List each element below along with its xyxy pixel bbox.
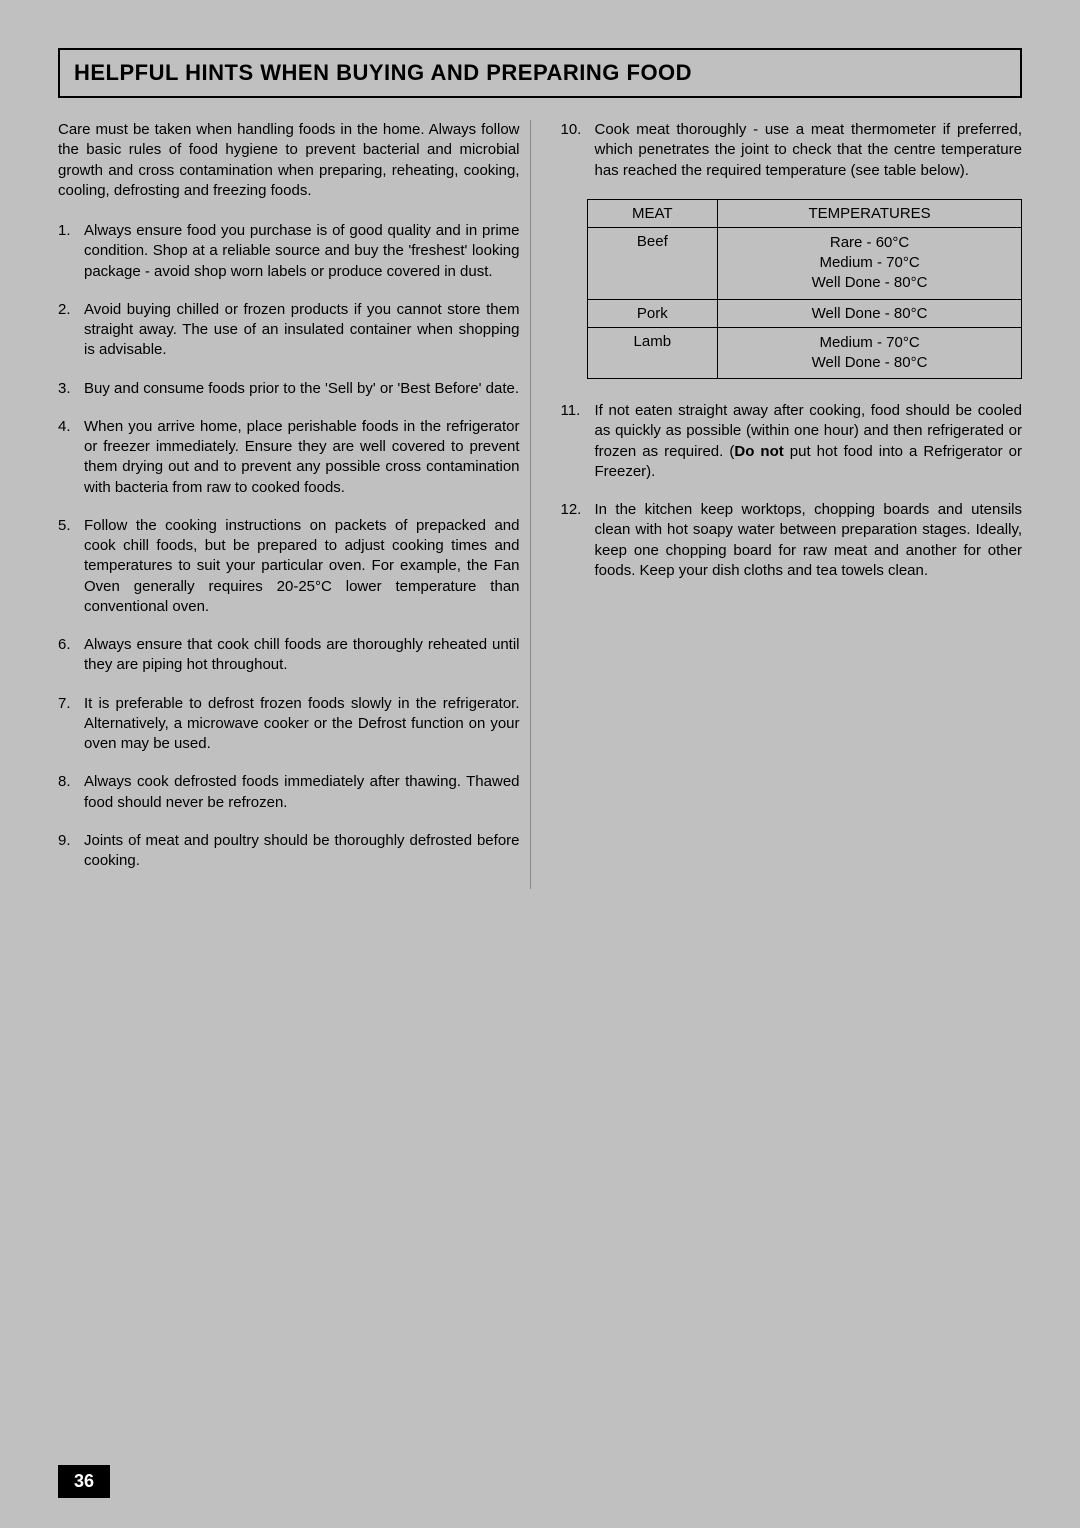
page: HELPFUL HINTS WHEN BUYING AND PREPARING … (0, 0, 1080, 1528)
list-item: 10. Cook meat thoroughly - use a meat the… (561, 120, 1023, 181)
item-text: Always cook defrosted foods immediately … (84, 773, 520, 810)
item-text: If not eaten straight away after cooking… (595, 402, 1023, 480)
list-item: 11. If not eaten straight away after coo… (561, 401, 1023, 482)
temp-line: Rare - 60°C (830, 234, 909, 251)
meat-cell: Pork (587, 299, 718, 327)
page-title: HELPFUL HINTS WHEN BUYING AND PREPARING … (74, 60, 1006, 86)
table-row: Beef Rare - 60°C Medium - 70°C Well Done… (587, 227, 1022, 299)
list-item: 7. It is preferable to defrost frozen foo… (58, 694, 520, 755)
list-item: 5. Follow the cooking instructions on pac… (58, 516, 520, 617)
item-text: Avoid buying chilled or frozen products … (84, 301, 520, 359)
item-text: Follow the cooking instructions on packe… (84, 517, 520, 615)
item-number: 9. (58, 831, 71, 851)
title-box: HELPFUL HINTS WHEN BUYING AND PREPARING … (58, 48, 1022, 98)
item-number: 12. (561, 500, 582, 520)
right-column: 10. Cook meat thoroughly - use a meat the… (551, 120, 1023, 889)
hints-list-left: 1. Always ensure food you purchase is of … (58, 221, 520, 871)
temp-cell: Medium - 70°C Well Done - 80°C (718, 327, 1022, 379)
list-item: 1. Always ensure food you purchase is of … (58, 221, 520, 282)
temp-line: Medium - 70°C (819, 334, 919, 351)
list-item: 9. Joints of meat and poultry should be t… (58, 831, 520, 872)
item-text: In the kitchen keep worktops, chopping b… (595, 501, 1023, 579)
table-header: MEAT (587, 199, 718, 227)
item-number: 5. (58, 516, 71, 536)
list-item: 3. Buy and consume foods prior to the 'Se… (58, 379, 520, 399)
item-text: Joints of meat and poultry should be tho… (84, 832, 520, 869)
item-number: 1. (58, 221, 71, 241)
item-number: 10. (561, 120, 582, 140)
item-number: 8. (58, 772, 71, 792)
item-number: 4. (58, 417, 71, 437)
left-column: Care must be taken when handling foods i… (58, 120, 531, 889)
list-item: 8. Always cook defrosted foods immediatel… (58, 772, 520, 813)
content-columns: Care must be taken when handling foods i… (58, 120, 1022, 889)
item-text: Always ensure that cook chill foods are … (84, 636, 520, 673)
item-number: 7. (58, 694, 71, 714)
table-row: Lamb Medium - 70°C Well Done - 80°C (587, 327, 1022, 379)
intro-paragraph: Care must be taken when handling foods i… (58, 120, 520, 201)
list-item: 2. Avoid buying chilled or frozen product… (58, 300, 520, 361)
temp-line: Medium - 70°C (819, 254, 919, 271)
temp-cell: Rare - 60°C Medium - 70°C Well Done - 80… (718, 227, 1022, 299)
list-item: 6. Always ensure that cook chill foods ar… (58, 635, 520, 676)
temp-line: Well Done - 80°C (812, 274, 928, 291)
item-text: Always ensure food you purchase is of go… (84, 222, 520, 280)
meat-cell: Beef (587, 227, 718, 299)
hints-list-right: 10. Cook meat thoroughly - use a meat the… (561, 120, 1023, 181)
table-header-row: MEAT TEMPERATURES (587, 199, 1022, 227)
table-row: Pork Well Done - 80°C (587, 299, 1022, 327)
meat-cell: Lamb (587, 327, 718, 379)
item-text: Cook meat thoroughly - use a meat thermo… (595, 121, 1023, 179)
item-number: 6. (58, 635, 71, 655)
item-text: When you arrive home, place perishable f… (84, 418, 520, 496)
meat-temperature-table: MEAT TEMPERATURES Beef Rare - 60°C Mediu… (587, 199, 1023, 379)
bold-text: Do not (734, 443, 783, 460)
item-number: 2. (58, 300, 71, 320)
item-number: 3. (58, 379, 71, 399)
temp-cell: Well Done - 80°C (718, 299, 1022, 327)
page-number: 36 (58, 1465, 110, 1498)
temp-line: Well Done - 80°C (812, 354, 928, 371)
list-item: 12. In the kitchen keep worktops, choppin… (561, 500, 1023, 581)
item-number: 11. (561, 401, 581, 421)
item-text: Buy and consume foods prior to the 'Sell… (84, 380, 519, 397)
item-text: It is preferable to defrost frozen foods… (84, 695, 520, 753)
hints-list-right-2: 11. If not eaten straight away after coo… (561, 401, 1023, 581)
list-item: 4. When you arrive home, place perishable… (58, 417, 520, 498)
table-header: TEMPERATURES (718, 199, 1022, 227)
